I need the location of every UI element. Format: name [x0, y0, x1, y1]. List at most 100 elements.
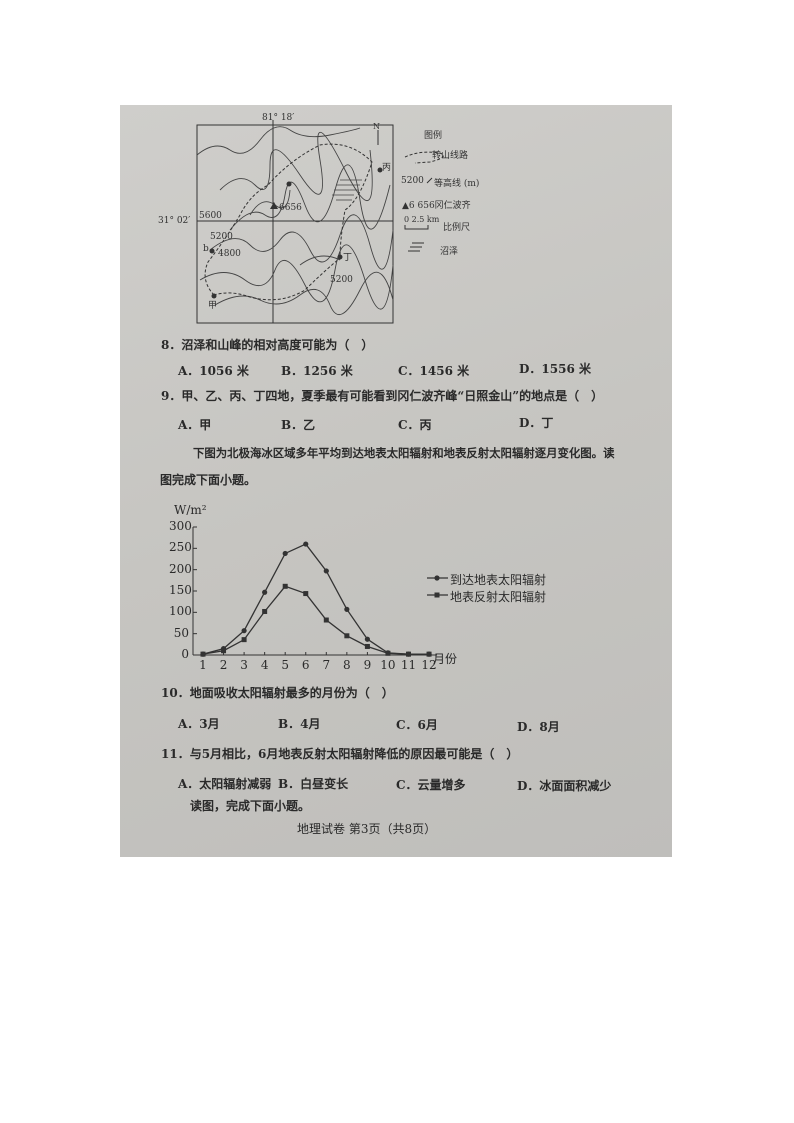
contour-label: 5200 [210, 232, 233, 242]
place-ding-label: 丁 [343, 253, 353, 263]
north-label: N [373, 122, 380, 131]
exam-page-photo [120, 105, 672, 857]
series-2-point [200, 651, 206, 657]
y-tick-label: 50 [173, 625, 189, 640]
series-line-1 [202, 543, 430, 655]
y-axis-label: W/m² [174, 503, 207, 517]
legend-series-2: 地表反射太阳辐射 [450, 590, 547, 604]
legend-marker-2 [434, 592, 440, 598]
question-11-option-a: A．太阳辐射减弱 [178, 777, 272, 791]
map-frame [196, 124, 394, 324]
question-10-stem: 10．地面吸收太阳辐射最多的月份为（ ） [161, 686, 394, 700]
series-1-point [262, 589, 268, 595]
legend-marker-1 [434, 575, 440, 581]
marsh-symbols [332, 179, 362, 201]
series-2-point [385, 650, 391, 656]
contour-label: 5600 [199, 211, 222, 221]
question-11-option-c: C．云量增多 [396, 778, 466, 792]
question-8-option-b: B．1256 米 [281, 364, 353, 378]
question-9-option-a: A．甲 [178, 418, 212, 432]
intro-line-1: 下图为北极海冰区域多年平均到达地表太阳辐射和地表反射太阳辐射逐月变化图。读 [193, 446, 615, 460]
place-yi-marker [209, 248, 215, 254]
x-tick-label: 1 [199, 658, 207, 672]
question-8-option-c: C．1456 米 [398, 364, 470, 378]
x-tick-label: 11 [400, 658, 417, 672]
series-1-point [303, 541, 309, 547]
series-2-point [282, 583, 288, 589]
series-2-point [303, 591, 309, 597]
x-tick-label: 10 [380, 658, 396, 672]
legend-contour: 等高线 (m) [434, 179, 480, 189]
legend-series-1: 到达地表太阳辐射 [450, 573, 547, 587]
question-10-option-a: A．3月 [178, 717, 220, 731]
y-tick-label: 100 [169, 604, 192, 619]
series-2-point [364, 643, 370, 649]
question-9-option-b: B．乙 [281, 418, 316, 432]
series-1-point [282, 550, 288, 557]
series-2-point [221, 648, 227, 654]
legend-scale-numbers: 0 2.5 km [404, 215, 440, 224]
series-1-point [323, 568, 329, 574]
y-tick-label: 0 [181, 647, 189, 661]
legend-scale: 比例尺 [443, 223, 471, 233]
place-jia-label: 甲 [208, 301, 218, 311]
question-8-option-d: D．1556 米 [519, 362, 591, 376]
x-tick-label: 4 [260, 658, 269, 672]
series-line-2 [202, 585, 430, 655]
place-ding-marker [337, 254, 343, 260]
series-1-point [344, 606, 350, 612]
marsh-legend-icon [408, 242, 424, 252]
route-path [204, 143, 373, 301]
question-11-option-b: B．白昼变长 [278, 777, 349, 791]
question-9-option-d: D．丁 [519, 416, 554, 430]
x-tick-label: 2 [219, 658, 228, 672]
x-tick-label: 9 [363, 658, 372, 672]
question-8-stem: 8．沼泽和山峰的相对高度可能为（ ） [161, 338, 374, 352]
question-10-option-b: B．4月 [278, 717, 321, 731]
series-2-point [241, 637, 247, 643]
x-tick-label: 8 [343, 658, 351, 672]
question-9-stem: 9．甲、乙、丙、丁四地，夏季最有可能看到冈仁波齐峰“日照金山”的地点是（ ） [161, 389, 604, 403]
place-jia-marker [211, 293, 217, 299]
y-tick-label: 250 [169, 540, 192, 555]
x-tick-label: 12 [421, 658, 437, 672]
legend-peak: ▲6 656冈仁波齐 [402, 201, 471, 211]
y-tick-label: 300 [169, 519, 192, 533]
x-tick-label: 7 [322, 658, 331, 672]
legend-title: 图例 [424, 131, 443, 141]
question-10-option-d: D．8月 [517, 720, 560, 734]
series-2-point [426, 651, 432, 657]
series-2-point [344, 633, 350, 639]
intro-line-2: 图完成下面小题。 [160, 473, 257, 487]
contour-label: 4800 [218, 249, 241, 259]
legend-marsh: 沼泽 [440, 247, 459, 257]
series-1-point [364, 636, 370, 642]
place-yi-label: b [203, 244, 209, 254]
place-marker [286, 181, 292, 187]
peak-icon [270, 202, 278, 209]
page-footer: 地理试卷 第3页（共8页） [297, 822, 437, 836]
x-axis-label: 月份 [433, 652, 458, 666]
place-bing-marker [377, 167, 383, 173]
series-2-point [323, 617, 329, 623]
route-legend-icon [404, 151, 444, 164]
series-2-point [262, 608, 268, 614]
longitude-label: 81° 18′ [262, 113, 295, 123]
question-9-option-c: C．丙 [398, 418, 432, 432]
x-tick-label: 3 [240, 658, 248, 672]
y-tick-label: 150 [169, 583, 192, 597]
x-tick-label: 6 [301, 658, 310, 672]
question-11-stem: 11．与5月相比，6月地表反射太阳辐射降低的原因最可能是（ ） [161, 747, 519, 761]
peak-elevation-label: 6656 [279, 203, 302, 213]
contour-legend-icon [426, 177, 433, 184]
scale-bar-icon [404, 225, 429, 230]
place-bing-label: 丙 [382, 163, 392, 173]
y-tick-label: 200 [169, 561, 192, 576]
series-2-point [406, 651, 411, 657]
latitude-label: 31° 02′ [158, 216, 191, 226]
question-8-option-a: A．1056 米 [178, 364, 249, 378]
read-prompt: 读图，完成下面小题。 [190, 799, 311, 813]
question-10-option-c: C．6月 [396, 718, 438, 732]
